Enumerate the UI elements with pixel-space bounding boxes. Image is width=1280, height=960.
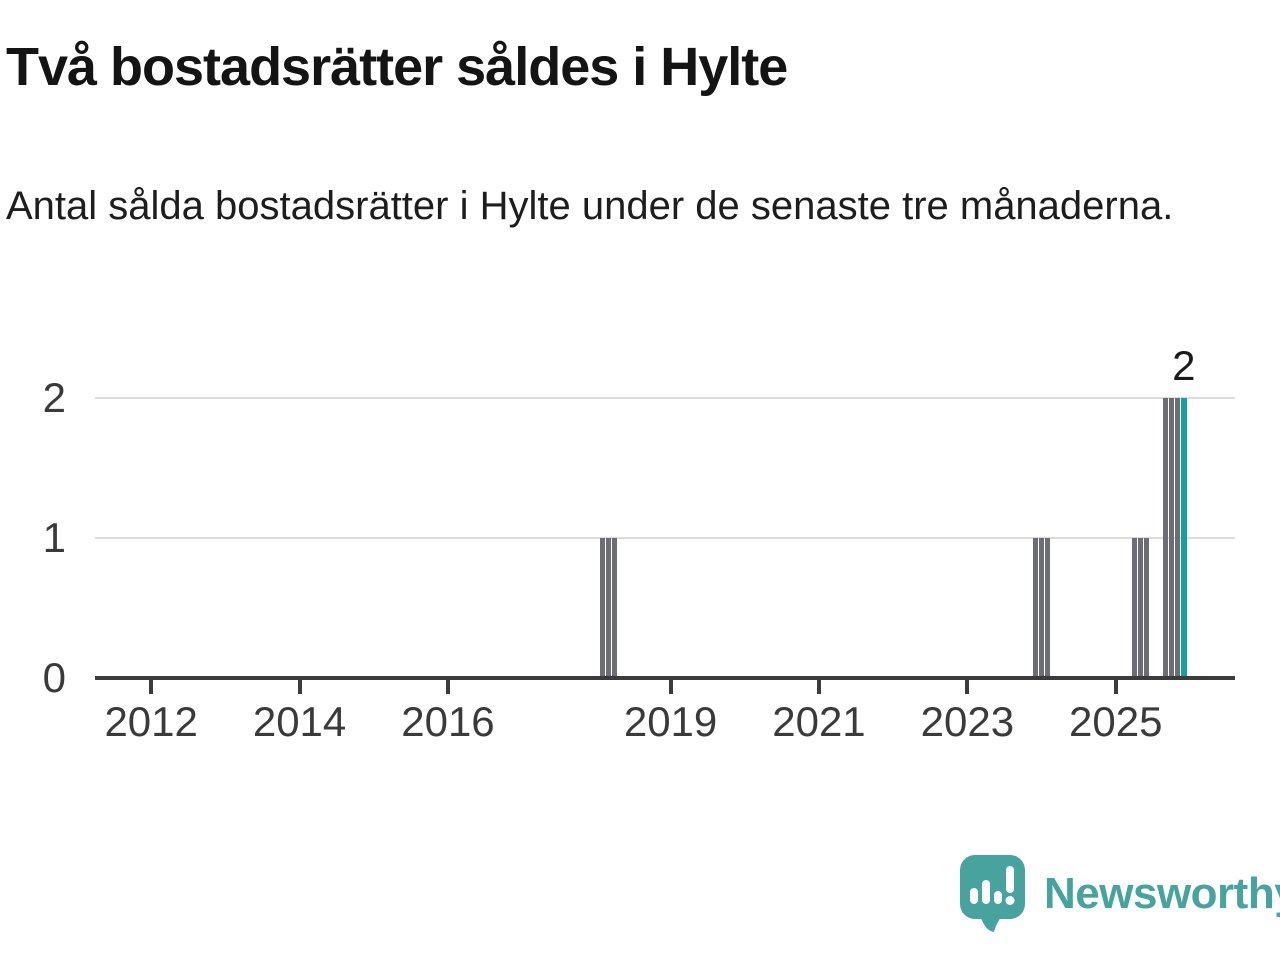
brand-name: Newsworthy xyxy=(1044,869,1280,918)
bar xyxy=(612,538,618,678)
bar xyxy=(1175,398,1181,678)
bar xyxy=(1168,398,1174,678)
chart-title: Två bostadsrätter såldes i Hylte xyxy=(6,37,788,97)
x-axis-tick xyxy=(668,680,673,694)
chart-subtitle: Antal sålda bostadsrätter i Hylte under … xyxy=(6,184,1174,228)
x-axis-tick xyxy=(816,680,821,694)
y-axis-label: 0 xyxy=(42,654,66,701)
bar xyxy=(1131,538,1137,678)
x-axis-tick xyxy=(297,680,302,694)
x-axis-label: 2016 xyxy=(401,698,495,745)
gridline xyxy=(95,537,1235,539)
x-axis-label: 2014 xyxy=(252,698,347,745)
x-axis-label: 2012 xyxy=(104,698,198,745)
y-axis-label: 1 xyxy=(42,514,66,561)
bar xyxy=(1039,538,1045,678)
bar xyxy=(606,538,612,678)
y-axis-label: 2 xyxy=(42,374,66,421)
gridline xyxy=(95,397,1235,399)
x-axis-label: 2023 xyxy=(920,698,1015,745)
bar xyxy=(1137,538,1143,678)
bar xyxy=(1032,538,1038,678)
x-axis-line xyxy=(95,676,1235,680)
bar xyxy=(1162,398,1168,678)
x-axis-label: 2021 xyxy=(772,698,866,745)
bar xyxy=(600,538,606,678)
x-axis-label: 2025 xyxy=(1069,698,1163,745)
x-axis-tick xyxy=(1113,680,1118,694)
value-label: 2 xyxy=(1172,342,1196,389)
bar xyxy=(1144,538,1150,678)
x-axis-tick xyxy=(965,680,970,694)
x-axis-tick xyxy=(149,680,154,694)
brand-footer: Newsworthy xyxy=(958,854,1280,934)
newsworthy-logo-icon xyxy=(960,855,1025,932)
bar xyxy=(1045,538,1051,678)
x-axis-label: 2019 xyxy=(623,698,718,745)
bar-highlighted xyxy=(1180,398,1188,678)
x-axis-tick xyxy=(445,680,450,694)
